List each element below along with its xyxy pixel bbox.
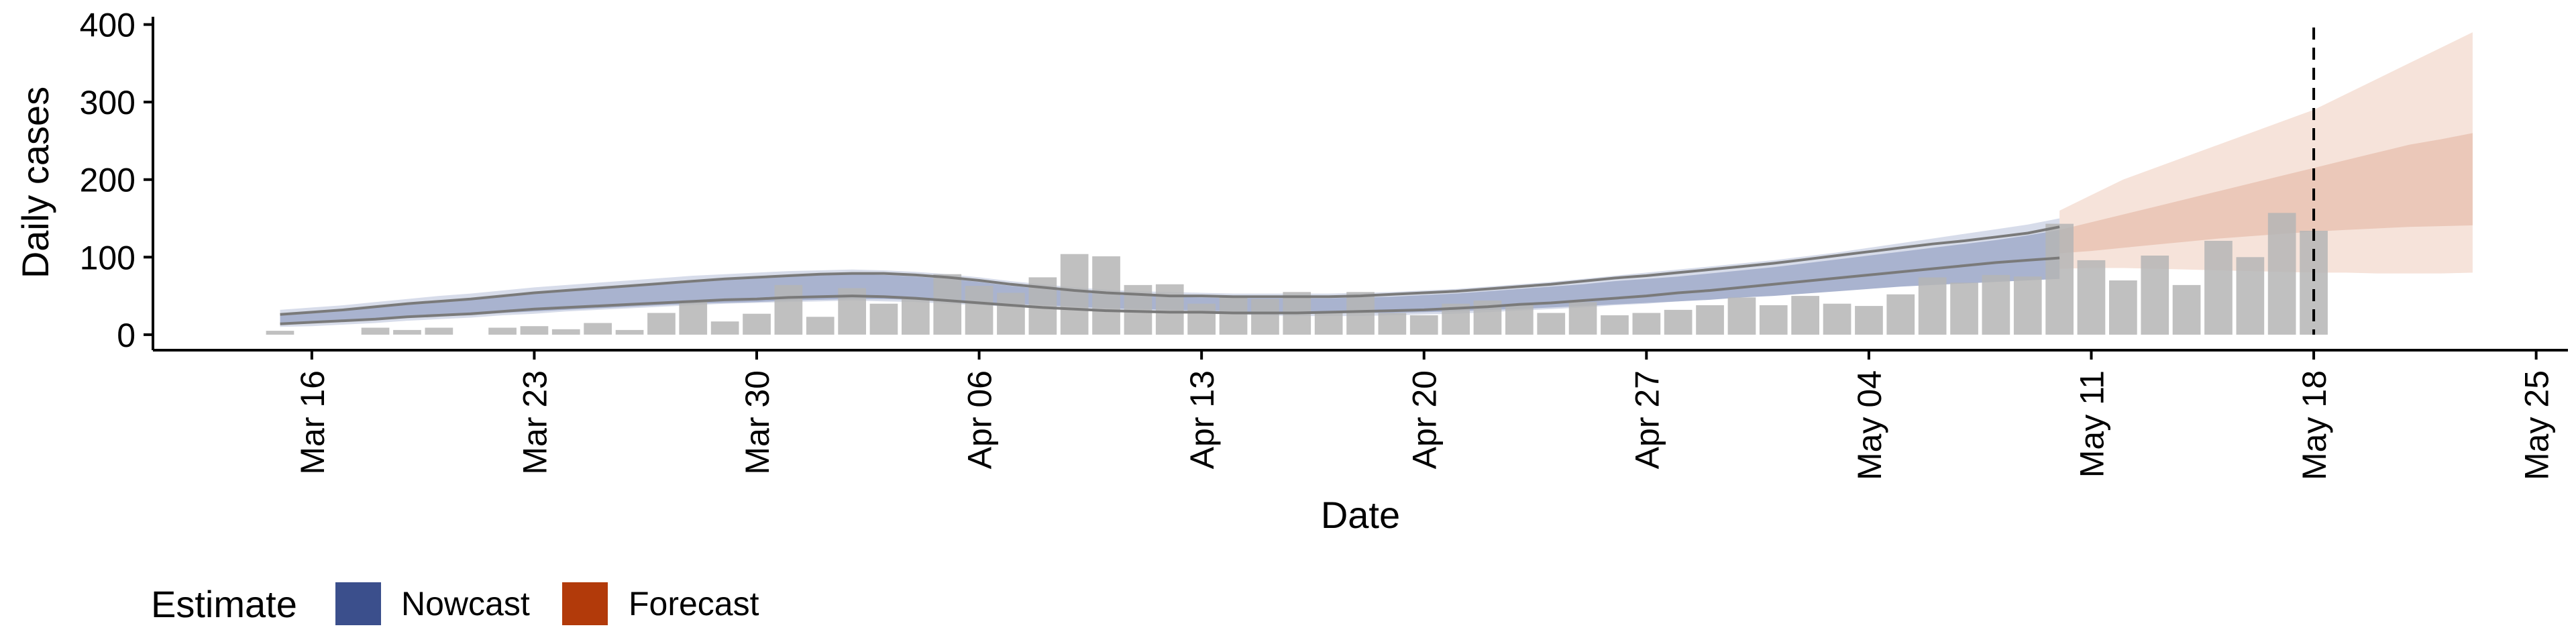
case-bar <box>902 299 930 335</box>
legend: Estimate Nowcast Forecast <box>151 582 759 625</box>
legend-swatch-nowcast <box>335 582 381 625</box>
case-bar <box>584 323 612 335</box>
x-tick-label: Apr 13 <box>1183 370 1221 469</box>
case-bar <box>679 301 708 335</box>
reported-case-bars <box>266 213 2328 335</box>
legend-title: Estimate <box>151 583 297 625</box>
x-tick-label: Mar 30 <box>739 370 776 475</box>
case-bar <box>2141 256 2169 335</box>
case-bar <box>743 313 771 335</box>
case-bar <box>1505 305 1534 335</box>
case-bar <box>1568 302 1597 335</box>
case-bar <box>1886 294 1915 335</box>
case-bar <box>2045 223 2074 335</box>
forecast-inner-band <box>2059 133 2473 254</box>
case-bar <box>2172 284 2201 335</box>
case-bar <box>488 327 517 335</box>
case-bar <box>615 329 644 335</box>
median-lines <box>280 225 2060 325</box>
case-bar <box>1601 315 1629 335</box>
case-bar <box>2267 213 2296 335</box>
x-tick-label: May 11 <box>2074 370 2111 478</box>
case-bar <box>1187 303 1216 335</box>
y-axis-label: Daily cases <box>14 87 56 278</box>
case-bar <box>361 327 390 335</box>
median-line-lower <box>280 256 2060 325</box>
y-tick-label: 200 <box>80 162 136 199</box>
x-tick-label: Mar 23 <box>516 370 553 475</box>
median-line-upper <box>280 225 2060 316</box>
y-tick-label: 0 <box>117 317 136 354</box>
case-bar <box>520 326 549 335</box>
case-bar <box>1060 254 1089 335</box>
case-bar <box>2077 260 2106 335</box>
case-bar <box>1155 284 1184 335</box>
case-bar <box>1409 315 1438 335</box>
x-tick-label: May 04 <box>1851 370 1888 480</box>
case-bar <box>1791 296 1819 335</box>
case-bar <box>869 303 898 335</box>
case-bar <box>2236 257 2265 335</box>
y-tick-label: 300 <box>80 84 136 121</box>
legend-swatch-forecast <box>562 582 608 625</box>
case-bar <box>1664 309 1693 335</box>
case-bar <box>1632 313 1661 335</box>
case-bar <box>1251 299 1279 335</box>
case-bar <box>2013 276 2042 335</box>
x-tick-label: Apr 27 <box>1628 370 1666 469</box>
case-bar <box>266 331 294 335</box>
x-tick-label: Mar 16 <box>294 370 331 475</box>
case-bar <box>1378 313 1407 335</box>
case-bar <box>1759 305 1788 335</box>
y-tick-label: 100 <box>80 239 136 276</box>
x-tick-label: Apr 20 <box>1406 370 1444 469</box>
legend-label-forecast: Forecast <box>629 585 759 623</box>
axes: 0 100 200 300 400 Mar 16 Mar 23 Mar 30 Apr 06 Apr… <box>80 7 2568 480</box>
case-bar <box>965 286 994 335</box>
case-bar <box>393 329 421 335</box>
case-bar <box>997 292 1025 335</box>
case-bar <box>1092 256 1120 335</box>
case-bar <box>1727 297 1756 335</box>
case-bar <box>647 313 676 335</box>
y-tick-label: 400 <box>80 7 136 44</box>
x-tick-label: Apr 06 <box>961 370 999 469</box>
case-bar <box>1918 277 1947 335</box>
case-bar <box>1696 305 1724 335</box>
legend-label-nowcast: Nowcast <box>401 585 530 623</box>
case-bar <box>1982 274 2010 335</box>
case-bar <box>774 284 803 335</box>
case-bar <box>425 327 453 335</box>
case-bar <box>551 329 580 335</box>
case-bar <box>933 274 962 335</box>
case-bar <box>1219 297 1248 335</box>
case-bar <box>2109 280 2137 335</box>
case-bar <box>1855 306 1883 335</box>
case-bar <box>2204 241 2233 335</box>
case-bar <box>1950 282 1978 335</box>
case-bar <box>1823 303 1851 335</box>
case-bar <box>1314 311 1343 335</box>
case-bar <box>1346 292 1375 335</box>
x-tick-label: May 18 <box>2296 370 2333 480</box>
case-bar <box>806 317 835 335</box>
x-axis-label: Date <box>1321 494 1400 536</box>
case-bar <box>1537 313 1566 335</box>
case-bar <box>710 321 739 335</box>
x-tick-label: May 25 <box>2518 370 2556 480</box>
